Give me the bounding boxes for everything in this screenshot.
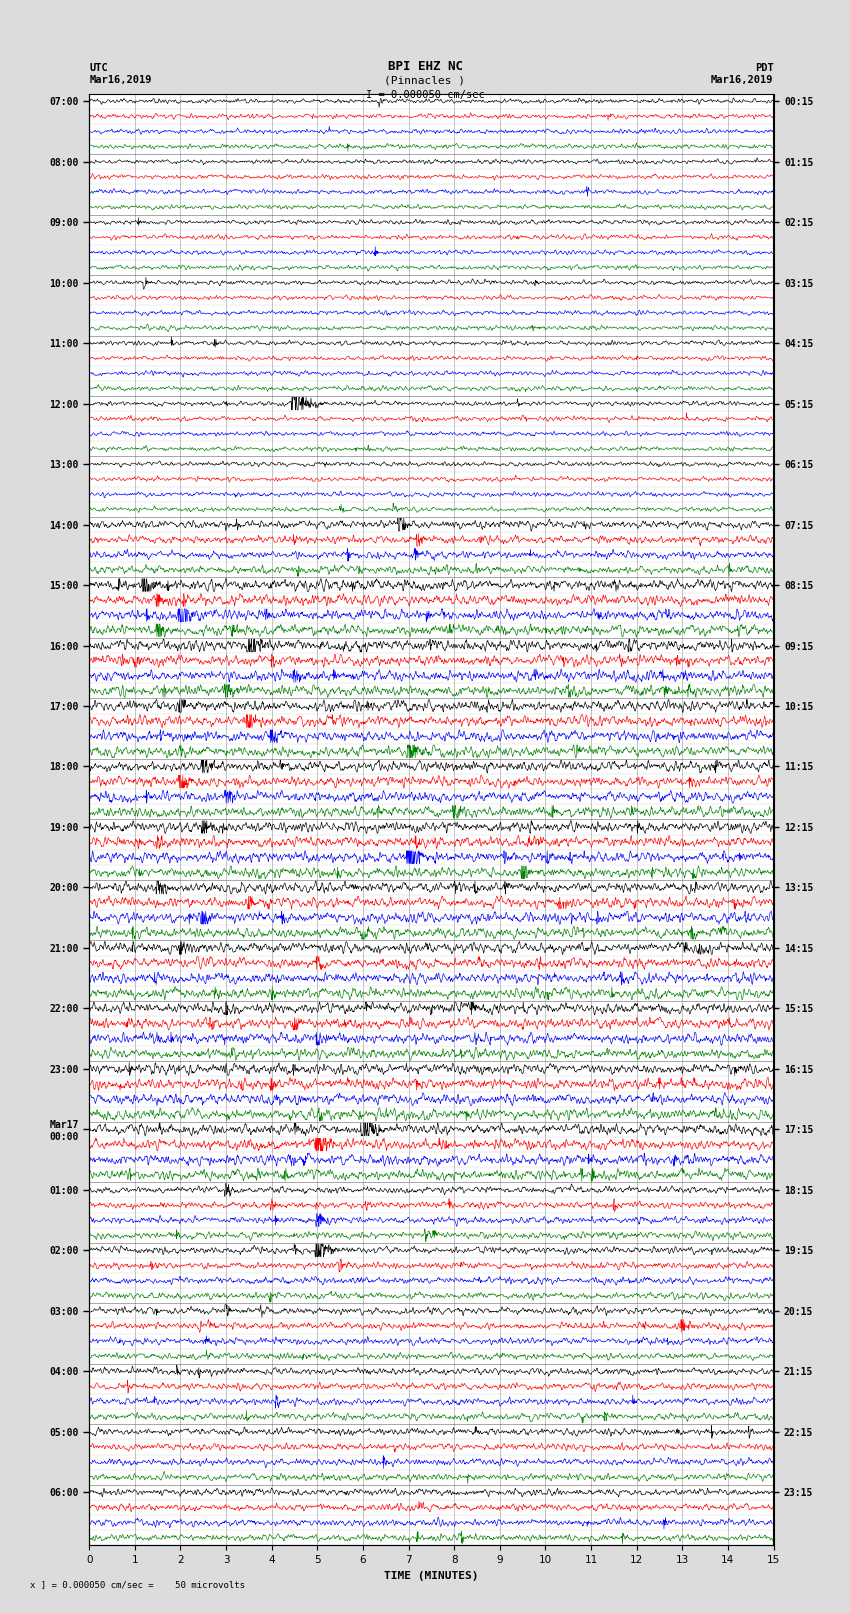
Text: I = 0.000050 cm/sec: I = 0.000050 cm/sec: [366, 90, 484, 100]
Text: (Pinnacles ): (Pinnacles ): [384, 76, 466, 85]
Text: x ] = 0.000050 cm/sec =    50 microvolts: x ] = 0.000050 cm/sec = 50 microvolts: [30, 1579, 245, 1589]
Text: PDT: PDT: [755, 63, 774, 73]
Text: BPI EHZ NC: BPI EHZ NC: [388, 60, 462, 73]
Text: Mar16,2019: Mar16,2019: [711, 76, 774, 85]
Text: Mar16,2019: Mar16,2019: [89, 76, 152, 85]
Text: UTC: UTC: [89, 63, 108, 73]
X-axis label: TIME (MINUTES): TIME (MINUTES): [384, 1571, 479, 1581]
